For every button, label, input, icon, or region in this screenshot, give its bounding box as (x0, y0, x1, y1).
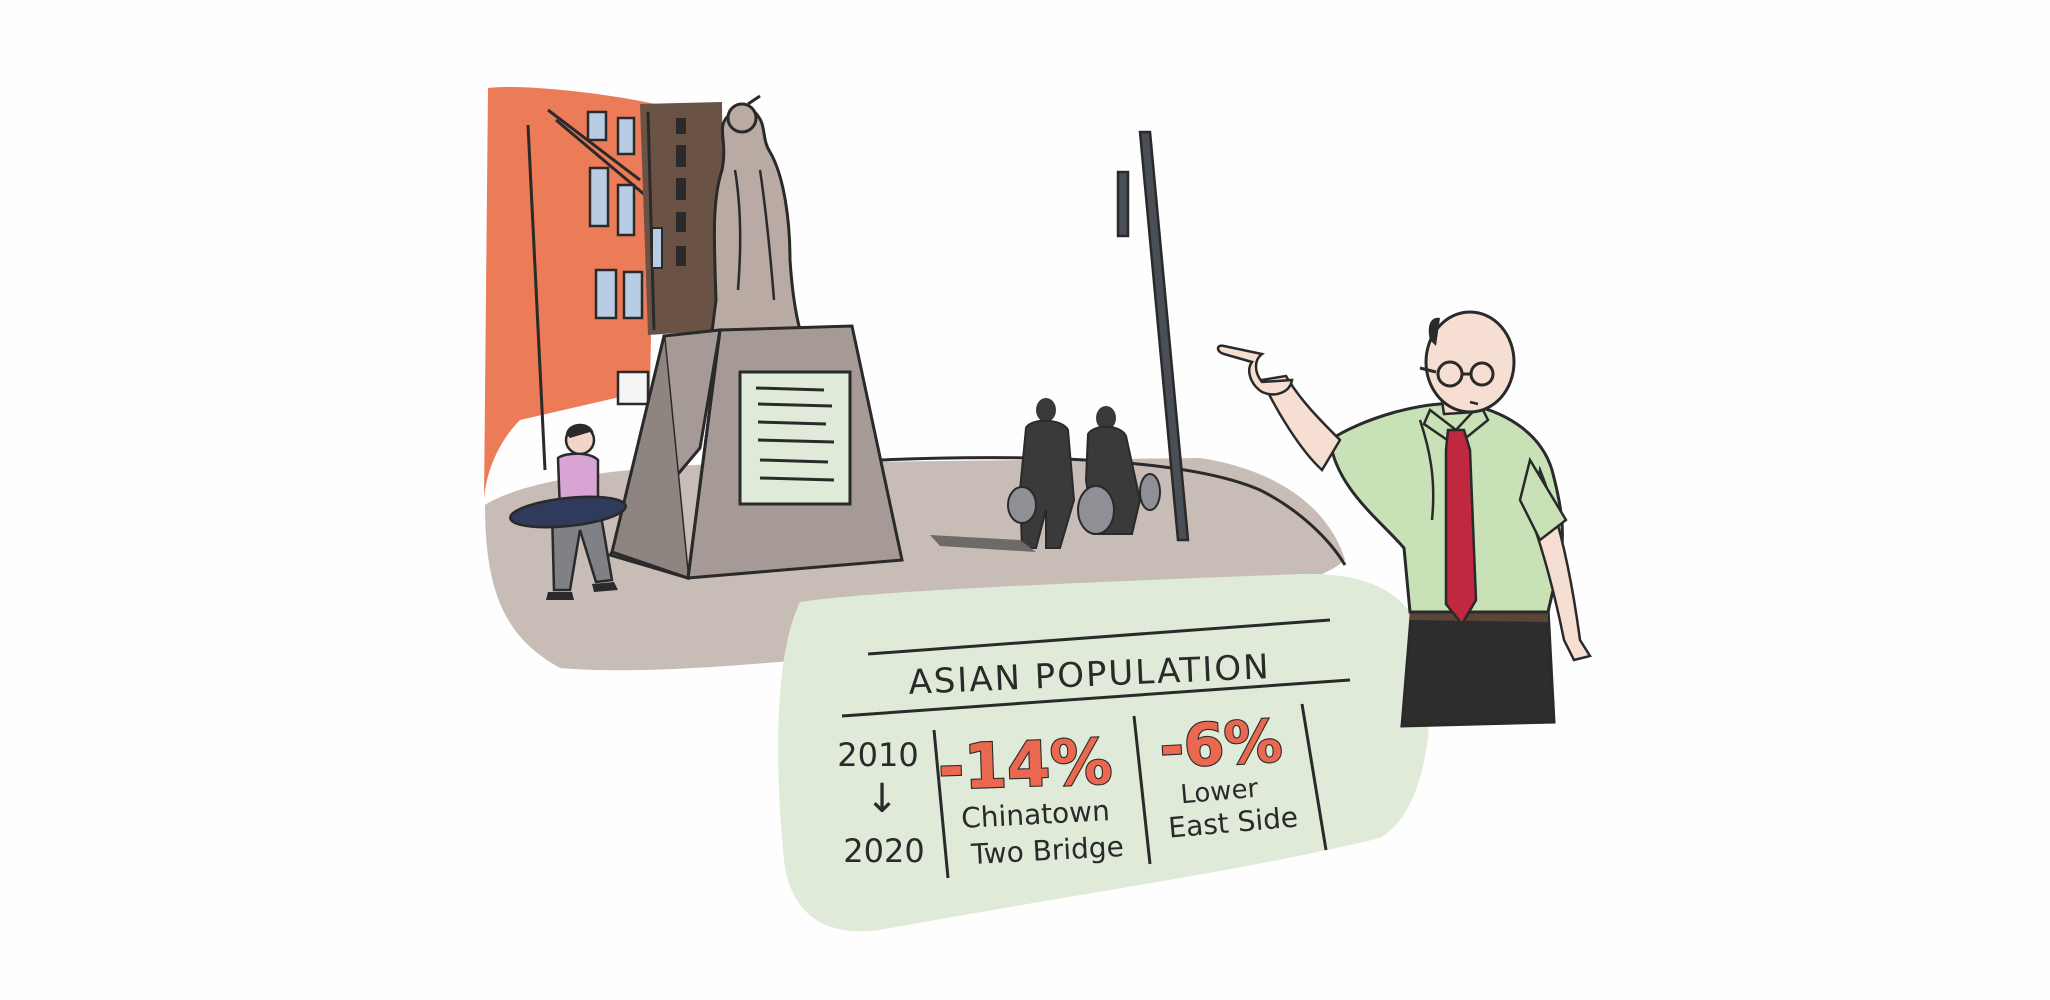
statue-pedestal (607, 324, 904, 581)
sign-top-rule (867, 618, 1331, 656)
person-with-bag-icon (509, 423, 627, 600)
chinatown-change: -14% (937, 725, 1114, 804)
lower-east-side-label-line1: Lower (1179, 774, 1260, 811)
sign-divider-2 (1132, 715, 1152, 865)
chinatown-label-line2: Two Bridge (969, 830, 1124, 871)
sign-header-rule (841, 678, 1351, 718)
pointing-man-icon (1216, 310, 1592, 728)
plaza-shadow (930, 535, 1036, 552)
down-arrow-icon: ↓ (865, 776, 899, 822)
chinatown-label-line1: Chinatown (960, 794, 1110, 835)
statue-figure-icon (710, 94, 802, 334)
year-start: 2010 (837, 736, 918, 774)
lower-east-side-change: -6% (1158, 707, 1284, 781)
asian-population-sign: ASIAN POPULATION 2010 ↓ 2020 -14% Chinat… (778, 573, 1430, 932)
sign-divider-1 (932, 729, 950, 879)
plaza-edge-line (879, 456, 1347, 566)
street-pole (1116, 130, 1190, 542)
sign-background (778, 573, 1430, 932)
pedestrian-silhouettes-icon (1007, 398, 1161, 549)
year-end: 2020 (843, 832, 924, 870)
orange-building (484, 86, 655, 501)
brown-building (640, 102, 724, 335)
sign-divider-3 (1300, 703, 1328, 851)
